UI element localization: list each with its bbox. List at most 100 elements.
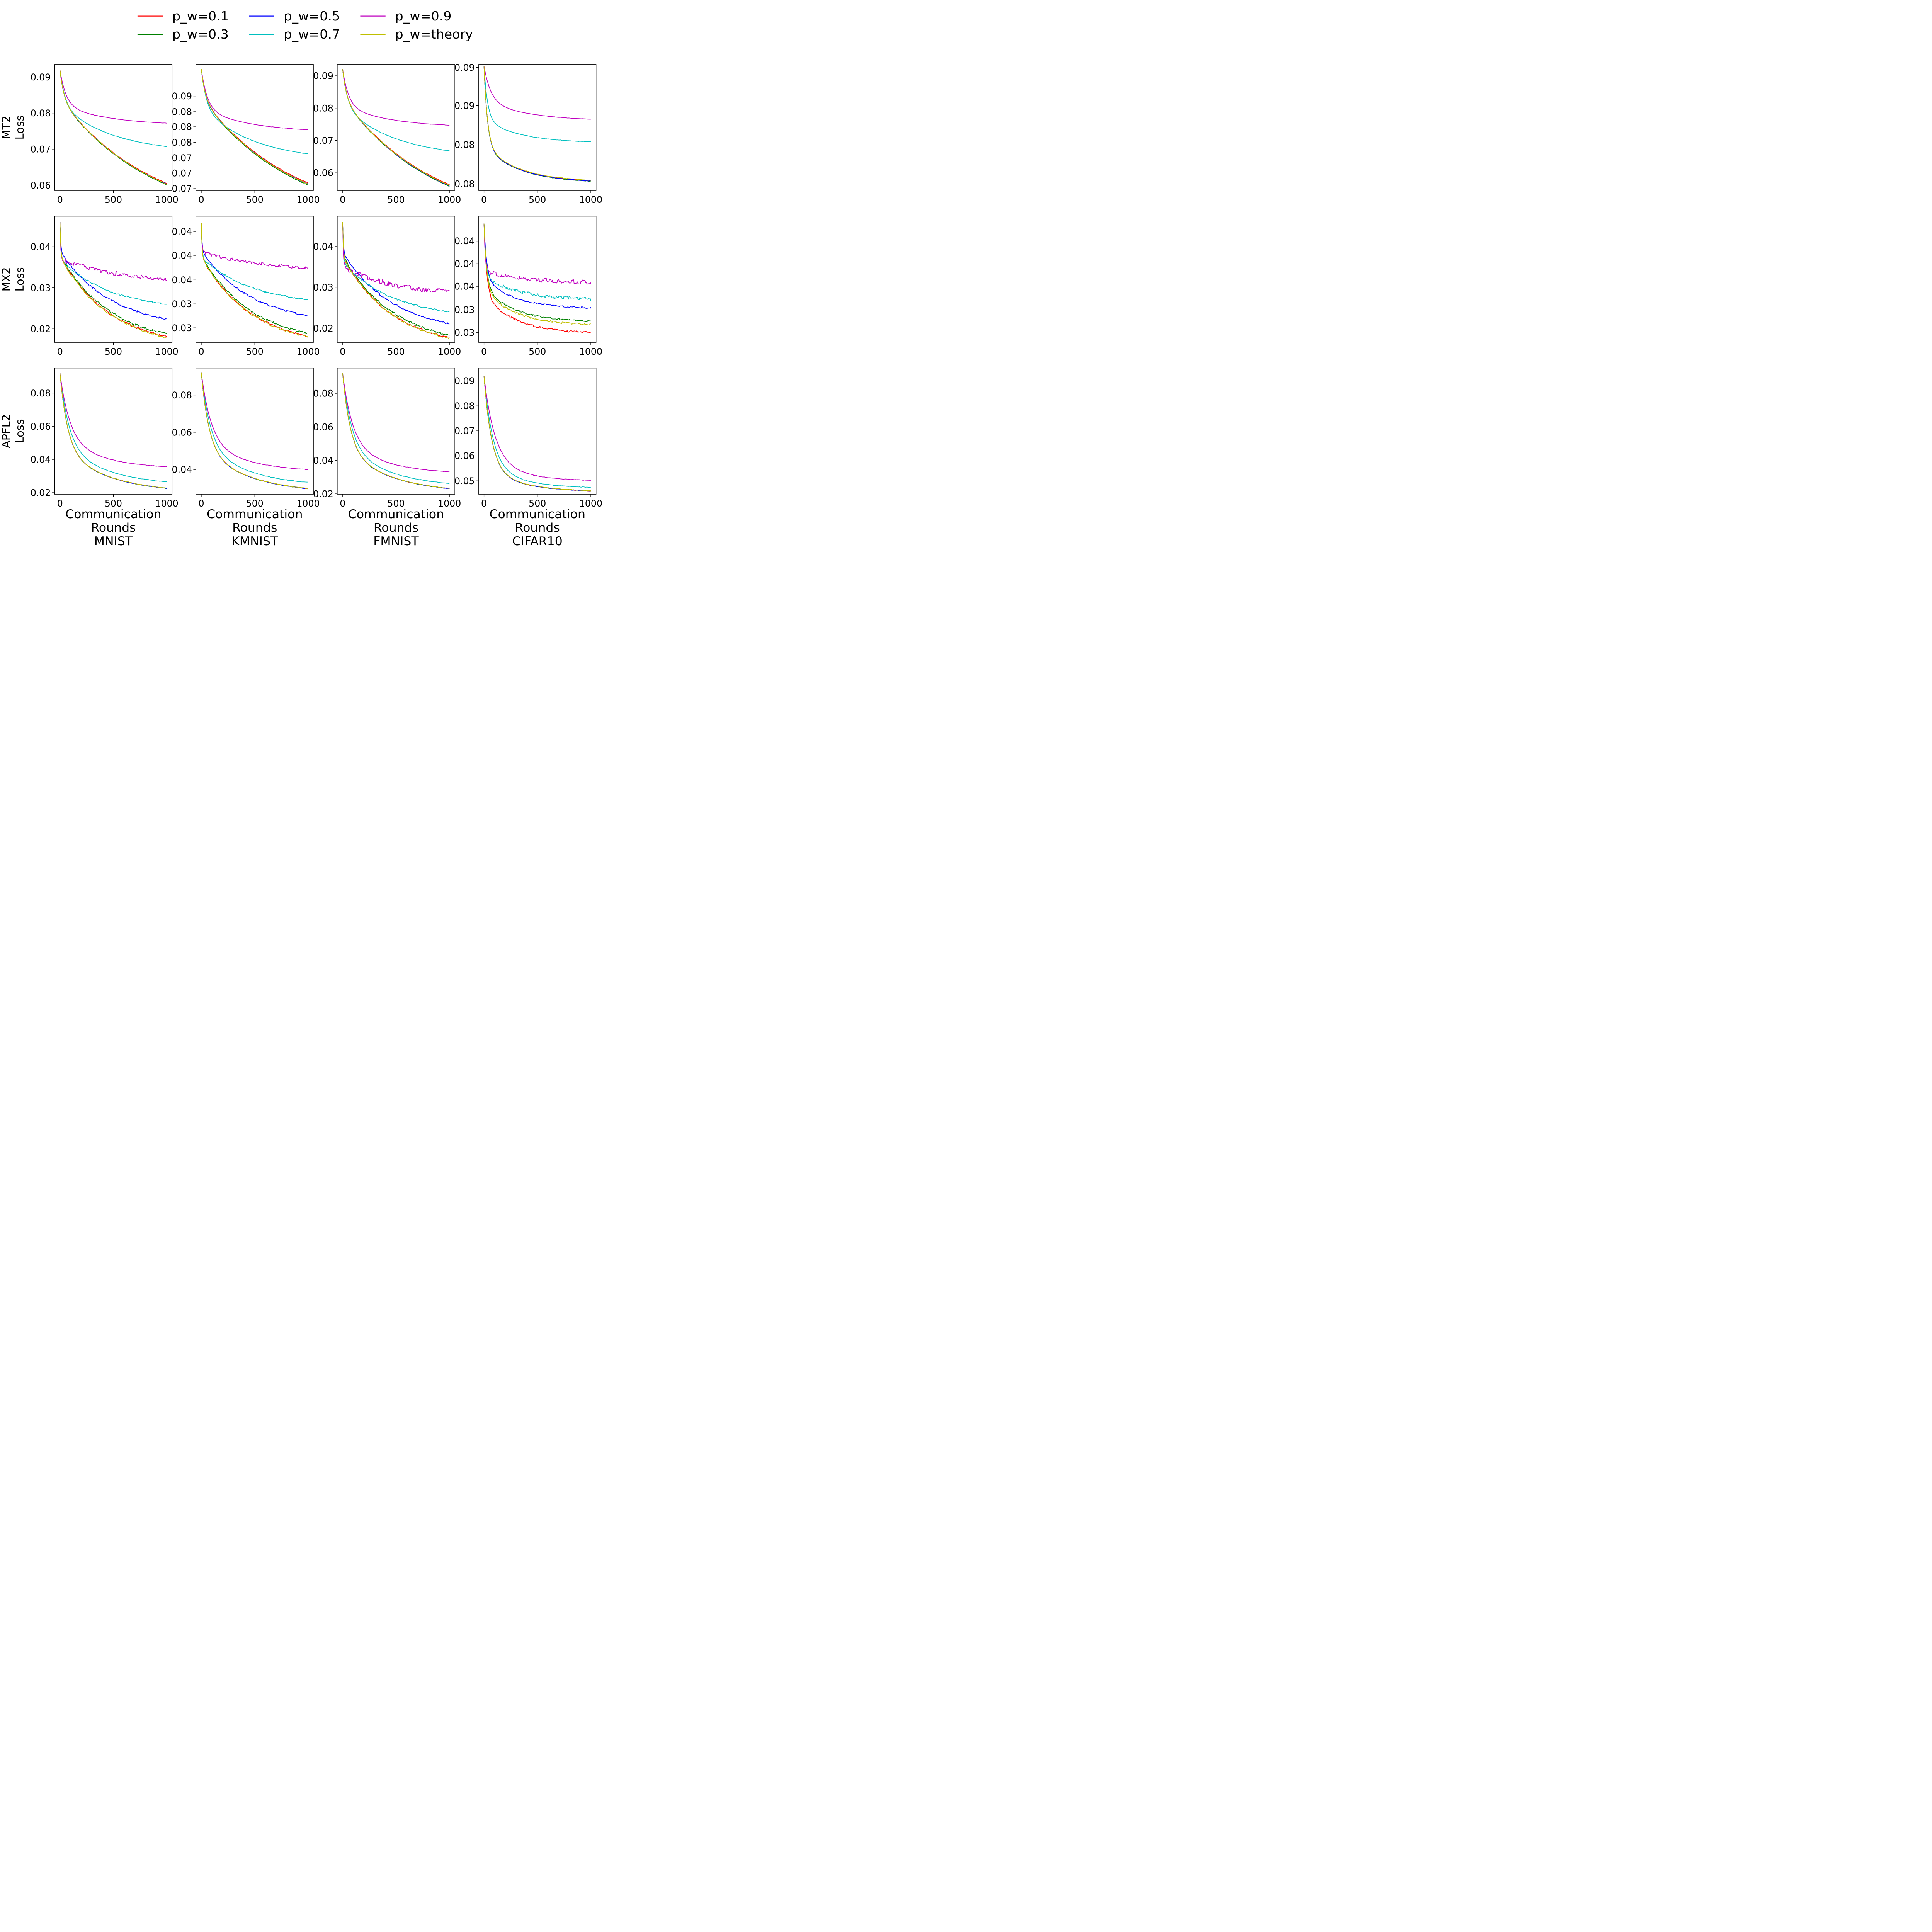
row-label-apfl2: APFL2 Loss <box>0 414 26 448</box>
x-tick-label: 0 <box>57 346 63 357</box>
x-tick-label: 1000 <box>438 346 461 357</box>
series-line-p-w-0-1 <box>483 223 591 333</box>
y-tick-label: 0.02 <box>313 323 333 334</box>
panel-frame <box>337 216 455 343</box>
panel-r2-c1: 0 500 1000 0.04 0.06 0.08 <box>172 368 320 509</box>
row-label-line: Loss <box>13 419 26 443</box>
row-label-line: Loss <box>13 115 26 139</box>
y-tick-label: 0.06 <box>313 422 333 432</box>
x-tick-label: 500 <box>105 346 122 357</box>
x-tick-label: 0 <box>57 498 63 509</box>
series-line-p-w-0-7 <box>483 376 591 488</box>
row-label-line: APFL2 <box>0 414 13 448</box>
x-tick-label: 1000 <box>438 194 461 205</box>
y-tick-label: 0.04 <box>172 226 192 237</box>
y-tick-label: 0.06 <box>31 180 51 191</box>
series-line-p-w-theory <box>342 373 450 489</box>
figure-svg: p_w=0.1 p_w=0.3 p_w=0.5 p_w=0.7 p_w=0.9 p_w=t… <box>0 0 604 550</box>
legend-label-p-w-theory: p_w=theory <box>395 27 473 42</box>
panels: 0 500 1000 0.06 0.07 0.08 0.09 0 500 1000 0.07 0.07… <box>31 62 602 509</box>
panel-frame <box>54 216 173 343</box>
xlabel-line: FMNIST <box>373 534 419 548</box>
panel-r1-c3: 0 500 1000 0.03 0.03 0.04 0.04 0.04 <box>454 216 602 357</box>
y-tick-label: 0.09 <box>31 72 51 83</box>
y-tick-label: 0.04 <box>454 281 475 292</box>
x-tick-label: 1000 <box>579 498 602 509</box>
series-line-p-w-theory <box>201 69 308 184</box>
series-line-p-w-0-9 <box>483 376 591 481</box>
y-tick-label: 0.06 <box>313 168 333 179</box>
x-tick-label: 1000 <box>296 194 320 205</box>
x-tick-label: 0 <box>481 194 487 205</box>
legend-label-p-w-0-3: p_w=0.3 <box>172 27 229 42</box>
series-group <box>342 373 450 489</box>
y-tick-label: 0.07 <box>172 184 192 194</box>
y-tick-label: 0.09 <box>454 100 475 111</box>
x-tick-label: 500 <box>387 498 405 509</box>
series-line-p-w-0-3 <box>60 222 167 335</box>
y-tick-label: 0.07 <box>31 144 51 155</box>
xlabel-line: Rounds <box>91 521 136 535</box>
y-tick-label: 0.04 <box>313 241 333 252</box>
x-tick-label: 1000 <box>579 346 602 357</box>
legend: p_w=0.1 p_w=0.3 p_w=0.5 p_w=0.7 p_w=0.9 p_w=t… <box>137 9 473 42</box>
x-tick-label: 1000 <box>296 346 320 357</box>
panel-r0-c2: 0 500 1000 0.06 0.07 0.08 0.09 <box>313 64 461 205</box>
legend-label-p-w-0-7: p_w=0.7 <box>284 27 340 42</box>
x-tick-label: 500 <box>246 194 264 205</box>
x-tick-label: 0 <box>481 498 487 509</box>
y-tick-label: 0.04 <box>172 250 192 261</box>
xlabel-line: Rounds <box>374 521 418 535</box>
xlabel-line: MNIST <box>94 534 133 548</box>
series-line-p-w-theory <box>60 70 167 185</box>
series-line-p-w-theory <box>60 373 167 489</box>
series-group <box>201 223 308 338</box>
series-line-p-w-0-7 <box>60 222 167 305</box>
row-label-line: MX2 <box>0 267 13 291</box>
y-tick-label: 0.08 <box>313 388 333 399</box>
series-line-p-w-0-7 <box>201 223 308 300</box>
panel-r0-c0: 0 500 1000 0.06 0.07 0.08 0.09 <box>31 64 179 205</box>
series-group <box>60 222 167 338</box>
series-line-p-w-0-9 <box>342 222 450 293</box>
series-line-p-w-0-9 <box>483 66 591 120</box>
y-tick-label: 0.04 <box>31 242 51 252</box>
x-tick-label: 1000 <box>296 498 320 509</box>
y-tick-label: 0.03 <box>172 299 192 310</box>
series-line-p-w-0-7 <box>483 223 591 301</box>
y-tick-label: 0.08 <box>454 139 475 150</box>
series-line-p-w-0-7 <box>342 222 450 313</box>
series-group <box>60 70 167 185</box>
x-tick-label: 500 <box>387 346 405 357</box>
y-tick-label: 0.08 <box>172 122 192 133</box>
y-tick-label: 0.09 <box>454 376 475 386</box>
y-tick-label: 0.08 <box>172 137 192 148</box>
y-tick-label: 0.09 <box>172 91 192 102</box>
series-line-p-w-0-7 <box>60 70 167 147</box>
y-tick-label: 0.04 <box>172 275 192 286</box>
x-tick-label: 0 <box>340 194 345 205</box>
y-tick-label: 0.04 <box>454 259 475 269</box>
x-tick-label: 1000 <box>155 346 179 357</box>
y-tick-label: 0.08 <box>172 107 192 117</box>
y-tick-label: 0.04 <box>313 455 333 466</box>
y-tick-label: 0.09 <box>454 62 475 73</box>
y-tick-label: 0.06 <box>172 427 192 438</box>
y-tick-label: 0.03 <box>31 282 51 293</box>
series-line-p-w-theory <box>342 222 450 340</box>
y-tick-label: 0.04 <box>172 464 192 475</box>
panel-r2-c0: 0 500 1000 0.02 0.04 0.06 0.08 <box>31 368 179 509</box>
series-line-p-w-theory <box>60 222 167 338</box>
xlabel-line: CIFAR10 <box>512 534 563 548</box>
y-tick-label: 0.02 <box>313 489 333 500</box>
y-tick-label: 0.07 <box>454 426 475 437</box>
x-tick-label: 500 <box>105 194 122 205</box>
x-tick-label: 0 <box>199 346 204 357</box>
series-line-p-w-0-7 <box>60 373 167 483</box>
series-line-p-w-0-9 <box>483 223 591 285</box>
series-line-p-w-0-7 <box>201 69 308 155</box>
xlabel-line: Rounds <box>232 521 277 535</box>
series-line-p-w-theory <box>483 376 591 491</box>
